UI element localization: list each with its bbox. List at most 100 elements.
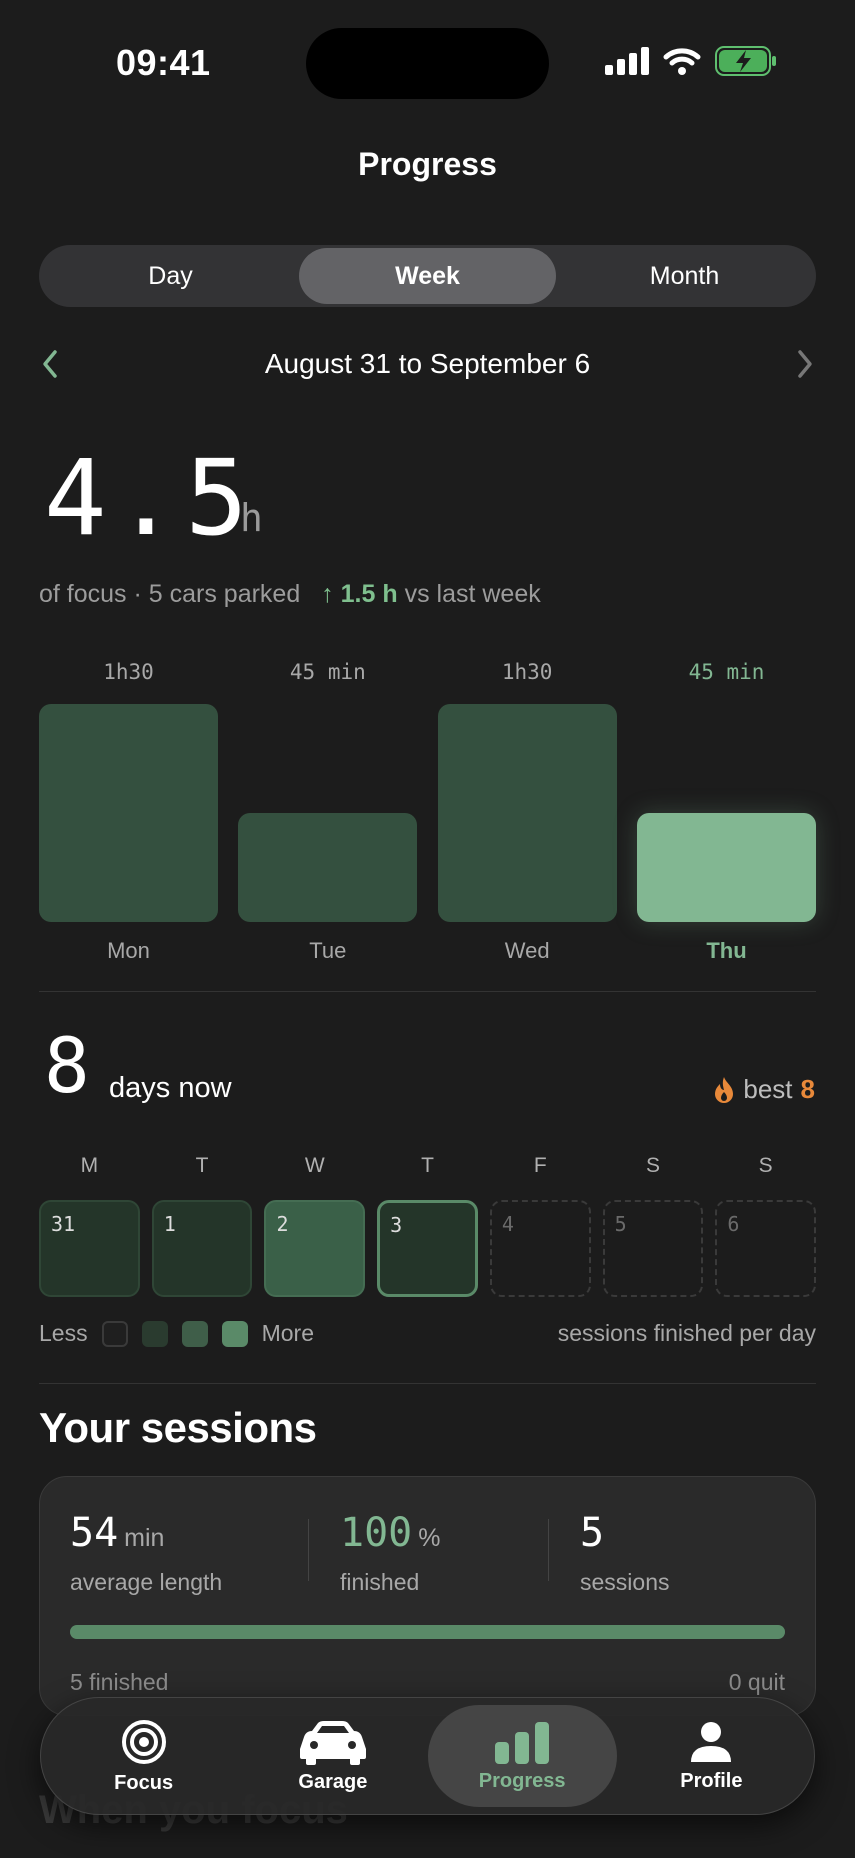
- streak-count: 8: [44, 1021, 90, 1110]
- legend-swatch-2: [181, 1320, 208, 1347]
- weekday-label: W: [304, 1154, 325, 1177]
- count-value: 5: [580, 1510, 605, 1556]
- bar-chart-icon: [495, 1721, 550, 1764]
- tab-garage[interactable]: Garage: [238, 1705, 427, 1807]
- bar-wed[interactable]: [437, 704, 617, 922]
- segment-day[interactable]: Day: [148, 261, 193, 290]
- bar-day-label: Wed: [504, 938, 550, 963]
- weekday-label: T: [421, 1154, 434, 1177]
- car-icon: [299, 1720, 366, 1765]
- weekday-label: F: [533, 1154, 547, 1177]
- bar-tue[interactable]: [238, 813, 418, 922]
- bar-mon[interactable]: [39, 704, 218, 922]
- stat-finished-percent: 100% finished: [340, 1513, 440, 1596]
- finished-count: 5 finished: [70, 1669, 169, 1695]
- delta-suffix: vs last week: [404, 580, 541, 608]
- stat-average-length: 54 min average length: [70, 1513, 222, 1596]
- calendar-day-cell[interactable]: 5: [602, 1200, 704, 1297]
- intensity-legend: Less More sessions finished per day: [39, 1320, 816, 1347]
- person-icon: [691, 1721, 732, 1762]
- legend-note: sessions finished per day: [557, 1320, 816, 1346]
- tab-label: Progress: [478, 1769, 566, 1792]
- segment-month[interactable]: Month: [649, 261, 720, 290]
- divider-2: [39, 1383, 816, 1384]
- segment-week[interactable]: Week: [299, 248, 556, 304]
- period-segmented-control: Day Week Month: [39, 245, 816, 307]
- bar-value-label: 45 min: [289, 660, 366, 684]
- tab-profile[interactable]: Profile: [617, 1705, 806, 1807]
- calendar-day-cell[interactable]: 31: [39, 1200, 140, 1297]
- page-title: Progress: [358, 146, 497, 182]
- total-focus-unit: h: [240, 496, 263, 540]
- bar-day-label: Mon: [107, 938, 150, 963]
- finished-progress-fill: [70, 1625, 785, 1639]
- weekday-label: S: [645, 1154, 660, 1177]
- avg-label: average length: [70, 1569, 223, 1595]
- delta-amount: 1.5 h: [340, 580, 398, 608]
- calendar-day-cell[interactable]: 6: [715, 1200, 817, 1297]
- summary-caption: of focus · 5 cars parked: [39, 580, 301, 608]
- delta-value: ↑ 1.5 h: [321, 580, 404, 608]
- best-streak: best 8: [713, 1074, 815, 1105]
- date-range-row: August 31 to September 6: [39, 342, 816, 386]
- summary-line: of focus · 5 cars parked ↑ 1.5 h vs last…: [39, 580, 541, 609]
- avg-unit: min: [124, 1524, 165, 1552]
- battery-charging-icon: [715, 46, 776, 76]
- avg-value: 54: [70, 1510, 119, 1556]
- tab-label: Profile: [680, 1769, 743, 1792]
- status-icons: [605, 46, 777, 76]
- weekday-header-row: M T W T F S S: [39, 1154, 816, 1178]
- weekday-label: S: [758, 1154, 773, 1177]
- target-icon: [121, 1719, 166, 1764]
- bar-day-label: Thu: [706, 938, 747, 963]
- total-focus-value: 4.5: [44, 437, 256, 559]
- cellular-signal-icon: [605, 47, 649, 75]
- bar-value-label: 45 min: [688, 660, 765, 684]
- quit-count: 0 quit: [728, 1669, 785, 1695]
- legend-more: More: [261, 1320, 314, 1346]
- weekday-label: T: [195, 1154, 209, 1177]
- arrow-up-icon: ↑: [321, 580, 334, 608]
- finished-unit: %: [418, 1524, 441, 1552]
- sessions-section-title: Your sessions: [39, 1404, 317, 1451]
- sessions-card: 54 min average length 100% finished 5 ses…: [39, 1476, 816, 1716]
- chevron-left-icon[interactable]: [39, 348, 61, 380]
- bar-day-label: Tue: [309, 938, 347, 963]
- legend-swatch-0: [101, 1320, 128, 1347]
- finished-progress-bar: [70, 1625, 785, 1639]
- legend-less: Less: [39, 1320, 88, 1346]
- calendar-day-cell-today[interactable]: 3: [377, 1200, 478, 1297]
- best-label: best: [743, 1074, 793, 1104]
- weekday-label: M: [80, 1154, 99, 1177]
- dynamic-island: [306, 28, 549, 99]
- streak-calendar-row: 31 1 2 3 4 5 6: [39, 1200, 817, 1297]
- legend-swatch-1: [141, 1320, 168, 1347]
- tab-focus[interactable]: Focus: [49, 1705, 238, 1807]
- best-value: 8: [800, 1074, 815, 1104]
- legend-swatch-3: [221, 1320, 248, 1347]
- flame-icon: [715, 1076, 734, 1103]
- tab-label: Focus: [114, 1771, 174, 1794]
- calendar-day-cell[interactable]: 4: [489, 1200, 591, 1297]
- streak-label: days now: [109, 1072, 232, 1104]
- stat-session-count: 5 sessions: [580, 1513, 669, 1596]
- chevron-right-icon[interactable]: [794, 348, 816, 380]
- finished-value: 100: [340, 1510, 413, 1556]
- bar-thu[interactable]: [637, 813, 816, 922]
- divider-1: [39, 991, 816, 992]
- finished-label: finished: [340, 1569, 420, 1595]
- bar-value-label: 1h30: [501, 660, 553, 684]
- stat-separator: [308, 1519, 309, 1581]
- tab-bar: Focus Garage Progress Profile: [40, 1697, 815, 1815]
- calendar-day-cell[interactable]: 2: [264, 1200, 366, 1297]
- weekly-bar-chart: 1h30 Mon 45 min Tue 1h30 Wed 45 min Thu: [39, 650, 816, 970]
- count-label: sessions: [580, 1569, 670, 1595]
- calendar-day-cell[interactable]: 1: [151, 1200, 253, 1297]
- wifi-icon: [663, 48, 701, 75]
- status-time: 09:41: [116, 42, 211, 83]
- stat-separator: [548, 1519, 549, 1581]
- date-range-label: August 31 to September 6: [264, 348, 591, 379]
- tab-label: Garage: [298, 1770, 368, 1793]
- tab-progress[interactable]: Progress: [427, 1705, 617, 1807]
- bar-value-label: 1h30: [103, 660, 154, 684]
